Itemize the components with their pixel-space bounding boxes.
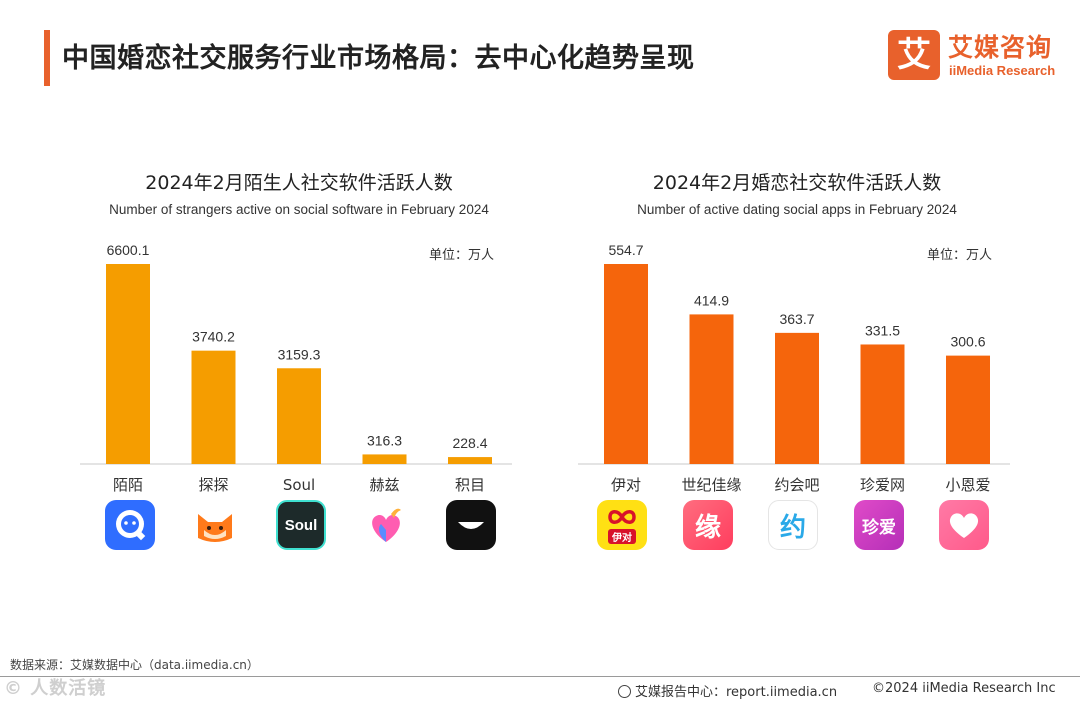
footer-report-text: 艾媒报告中心：report.iimedia.cn (635, 685, 838, 700)
yidui-app-icon: 伊对 (597, 500, 647, 550)
bar-value-label: 3740.2 (192, 329, 235, 345)
bar-value-label: 316.3 (367, 432, 402, 448)
logo-mark-icon: 艾 (888, 30, 940, 80)
hertz-app-icon (361, 500, 411, 550)
category-label: 积目 (455, 476, 485, 494)
xiaoenai-app-icon (939, 500, 989, 550)
bar-4 (860, 344, 905, 464)
app-icon-row: Soul (74, 500, 524, 552)
page-title: 中国婚恋社交服务行业市场格局：去中心化趋势呈现 (62, 43, 695, 74)
category-label: 伊对 (611, 476, 641, 494)
jimu-app-icon (446, 500, 496, 550)
bar-2 (689, 314, 734, 464)
stranger-social-chart: 2024年2月陌生人社交软件活跃人数 Number of strangers a… (74, 160, 524, 560)
soul-icon-label: Soul (284, 516, 318, 534)
bar-value-label: 6600.1 (107, 242, 150, 258)
data-source: 数据来源：艾媒数据中心（data.iimedia.cn） (10, 658, 259, 672)
category-label: 赫兹 (369, 476, 399, 494)
bar-1 (106, 264, 150, 464)
category-label: 约会吧 (774, 476, 819, 494)
chart-subtitle: Number of strangers active on social sof… (109, 202, 489, 217)
chart-subtitle: Number of active dating social apps in F… (637, 202, 957, 217)
dating-social-chart: 2024年2月婚恋社交软件活跃人数 Number of active datin… (572, 160, 1022, 560)
heart-icon (949, 513, 979, 538)
category-label: 陌陌 (113, 476, 143, 494)
bar-value-label: 554.7 (608, 242, 643, 258)
category-label: 世纪佳缘 (681, 476, 741, 494)
bar-value-label: 228.4 (452, 435, 487, 451)
momo-app-icon (105, 500, 155, 550)
yuehuiba-icon-label: 约 (779, 512, 806, 543)
zhenai-app-icon: 珍爱 (854, 500, 904, 550)
chart-title: 2024年2月婚恋社交软件活跃人数 (652, 172, 942, 194)
bar-5 (448, 457, 492, 464)
footer-report-link[interactable]: 艾媒报告中心：report.iimedia.cn (618, 681, 837, 700)
category-label: Soul (283, 476, 315, 494)
bar-value-label: 300.6 (950, 334, 985, 350)
bar-value-label: 363.7 (779, 311, 814, 327)
dating-bar-chart-svg: 554.7 伊对 414.9 世纪佳缘 363.7 约会吧 331.5 珍爱网 300.6 小恩爱 (578, 242, 1010, 494)
chart-unit: 单位：万人 (428, 248, 494, 263)
jiayuan-icon-label: 缘 (694, 512, 721, 543)
soul-app-icon: Soul (276, 500, 326, 550)
footer-divider (0, 676, 1080, 677)
jiayuan-app-icon: 缘 (683, 500, 733, 550)
category-label: 探探 (198, 476, 228, 494)
chart-title: 2024年2月陌生人社交软件活跃人数 (145, 172, 453, 194)
title-accent-bar (44, 30, 50, 86)
yidui-icon-label: 伊对 (608, 529, 636, 544)
zhenai-icon-label: 珍爱 (862, 517, 896, 538)
category-label: 小恩爱 (945, 476, 990, 494)
infinity-heart-icon (608, 510, 636, 524)
category-label: 珍爱网 (860, 476, 905, 494)
logo-name-en: iiMedia Research (949, 63, 1056, 78)
footer-copyright: ©2024 iiMedia Research Inc (872, 681, 1056, 696)
yuehuiba-app-icon: 约 (768, 500, 818, 550)
bar-1 (604, 264, 648, 464)
bar-value-label: 331.5 (865, 322, 900, 338)
bar-value-label: 3159.3 (278, 346, 321, 362)
bar-5 (946, 355, 990, 464)
bar-3 (277, 368, 321, 464)
watermark: © 人数活镜 (4, 678, 107, 699)
bar-value-label: 414.9 (694, 292, 729, 308)
bar-4 (362, 454, 407, 464)
logo-name-cn: 艾媒咨询 (948, 33, 1053, 62)
bar-3 (775, 332, 819, 464)
app-icon-row: 伊对 缘 约 珍爱 (572, 500, 1022, 552)
globe-icon (618, 685, 631, 698)
bar-2 (191, 350, 236, 464)
iimedia-logo: 艾 艾媒咨询 iiMedia Research (888, 28, 1068, 84)
stranger-bar-chart-svg: 6600.1 陌陌 3740.2 探探 3159.3 Soul 316.3 赫兹 228.4 积目 (80, 242, 512, 494)
tantan-app-icon (190, 500, 240, 550)
chart-unit: 单位：万人 (926, 248, 992, 263)
